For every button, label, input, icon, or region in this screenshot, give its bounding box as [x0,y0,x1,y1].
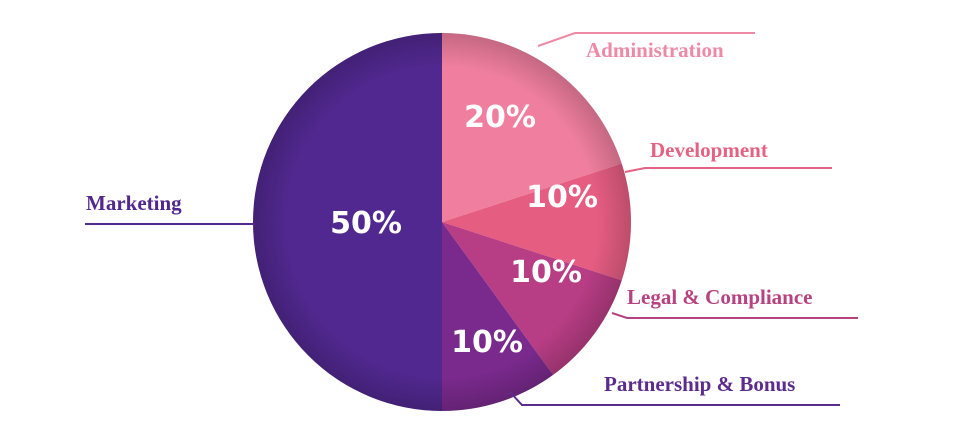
slice-value-labels: 20% 10% 10% 10% 50% [330,100,598,360]
category-label-marketing: Marketing [86,191,182,215]
callout-line-legal-compliance [611,312,858,319]
category-label-legal-compliance: Legal & Compliance [627,285,812,309]
callout-lines [85,32,858,406]
value-label-administration: 20% [464,100,536,135]
value-label-marketing: 50% [330,206,402,241]
value-label-partnership-bonus: 10% [451,325,523,360]
callout-line-administration [537,32,755,47]
category-label-partnership-bonus: Partnership & Bonus [604,372,795,396]
value-label-development: 10% [526,180,598,215]
category-label-administration: Administration [586,38,724,62]
pie-shade [253,33,631,411]
value-label-legal-compliance: 10% [510,255,582,290]
callout-line-partnership-bonus [509,391,840,406]
category-label-development: Development [650,138,768,162]
callout-line-development [624,167,832,173]
category-labels: Administration Development Legal & Compl… [86,38,812,396]
